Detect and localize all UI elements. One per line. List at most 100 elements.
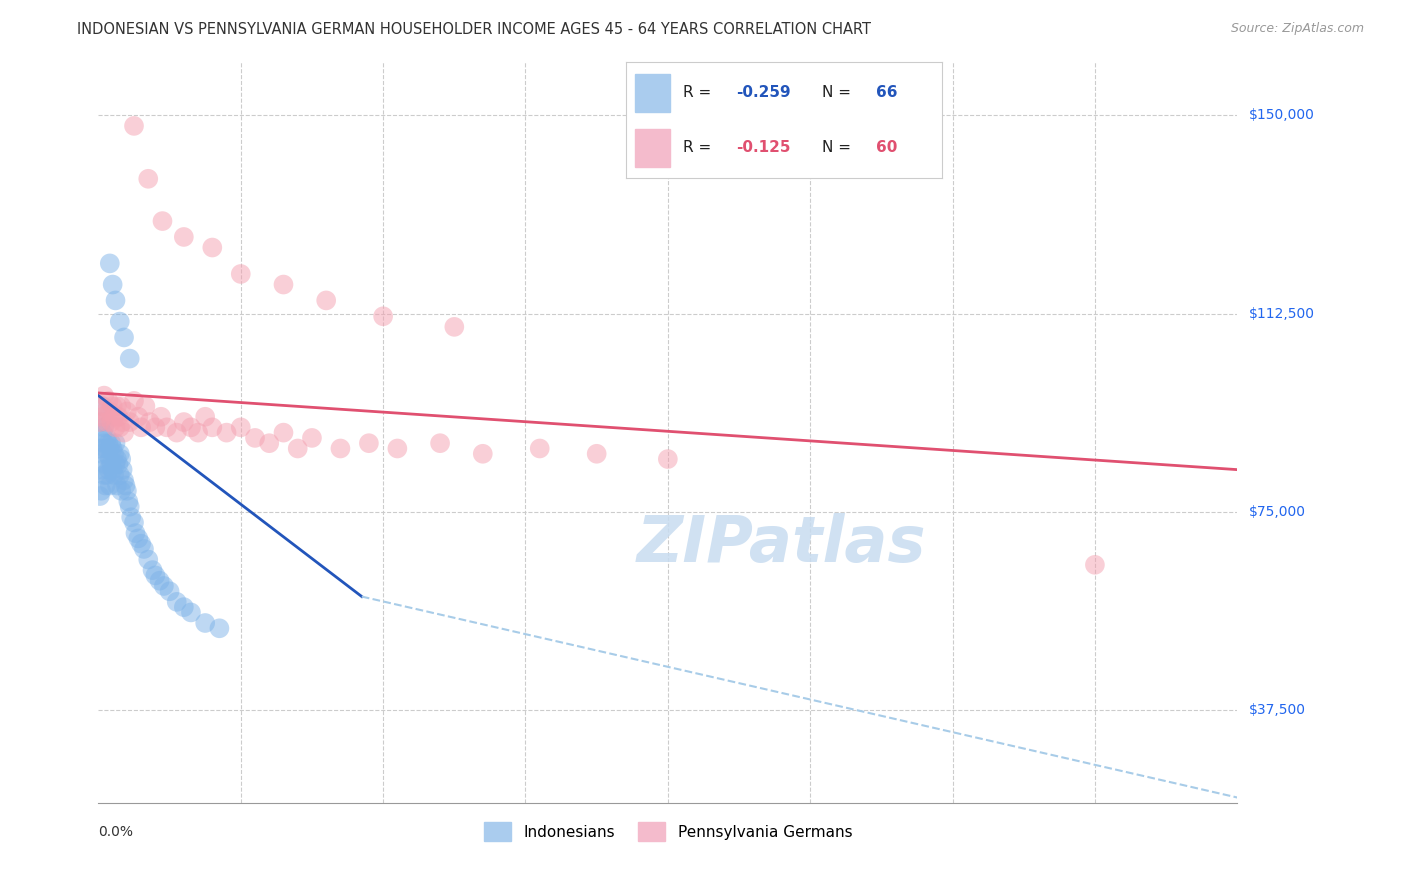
Point [208, 621, 231, 635]
Point [180, 606, 202, 620]
Point [287, 442, 309, 456]
Point [118, 415, 141, 429]
Point [152, 214, 174, 228]
Point [97, 393, 120, 408]
Point [101, 442, 124, 456]
Point [173, 600, 195, 615]
Point [273, 425, 295, 440]
Point [89, 489, 111, 503]
Point [103, 447, 125, 461]
Point [120, 510, 142, 524]
Point [91, 399, 114, 413]
Text: -0.259: -0.259 [737, 85, 792, 100]
Point [89, 442, 111, 456]
Point [159, 584, 181, 599]
Point [110, 452, 132, 467]
Point [111, 462, 134, 476]
Point [173, 415, 195, 429]
Point [103, 467, 125, 482]
Point [108, 420, 131, 434]
Point [127, 532, 149, 546]
Point [136, 552, 159, 566]
Point [103, 409, 125, 424]
Point [101, 399, 124, 413]
Point [229, 420, 252, 434]
Point [96, 447, 118, 461]
Text: 0.0%: 0.0% [98, 825, 134, 839]
Point [93, 420, 115, 434]
Point [104, 293, 127, 308]
Point [96, 415, 118, 429]
Point [111, 415, 134, 429]
Point [93, 389, 115, 403]
Point [150, 409, 173, 424]
Point [215, 425, 238, 440]
Point [166, 425, 188, 440]
Point [96, 467, 118, 482]
Point [429, 436, 451, 450]
Point [329, 442, 352, 456]
Point [104, 458, 127, 472]
Point [585, 447, 607, 461]
Point [90, 483, 112, 498]
Point [98, 478, 121, 492]
Point [112, 425, 135, 440]
Text: INDONESIAN VS PENNSYLVANIA GERMAN HOUSEHOLDER INCOME AGES 45 - 64 YEARS CORRELAT: INDONESIAN VS PENNSYLVANIA GERMAN HOUSEH… [77, 22, 872, 37]
Point [110, 483, 132, 498]
Point [100, 415, 122, 429]
Point [315, 293, 337, 308]
Point [127, 409, 149, 424]
Point [122, 393, 145, 408]
Point [443, 319, 465, 334]
Text: R =: R = [683, 140, 716, 155]
Point [108, 447, 131, 461]
Point [93, 467, 115, 482]
Point [187, 425, 209, 440]
Point [122, 119, 145, 133]
Legend: Indonesians, Pennsylvania Germans: Indonesians, Pennsylvania Germans [478, 816, 858, 847]
Point [108, 467, 131, 482]
Text: ZIPatlas: ZIPatlas [637, 513, 927, 574]
Point [1084, 558, 1107, 572]
Point [117, 494, 139, 508]
Point [107, 458, 129, 472]
Point [96, 431, 118, 445]
Point [156, 420, 179, 434]
Point [104, 420, 127, 434]
Point [112, 473, 135, 487]
Text: N =: N = [821, 85, 856, 100]
Point [105, 399, 128, 413]
Point [149, 574, 172, 588]
Point [97, 462, 120, 476]
Point [201, 240, 224, 255]
Point [93, 436, 115, 450]
Point [110, 399, 132, 413]
Point [145, 568, 167, 582]
Point [94, 404, 117, 418]
Point [145, 420, 167, 434]
Point [259, 436, 281, 450]
Point [194, 409, 217, 424]
Point [98, 442, 121, 456]
Point [122, 516, 145, 530]
FancyBboxPatch shape [636, 74, 669, 112]
Point [108, 314, 131, 328]
Text: Source: ZipAtlas.com: Source: ZipAtlas.com [1230, 22, 1364, 36]
Point [100, 458, 122, 472]
Text: N =: N = [821, 140, 856, 155]
Point [90, 447, 112, 461]
Point [136, 171, 159, 186]
Text: $37,500: $37,500 [1249, 703, 1305, 717]
Text: 66: 66 [876, 85, 897, 100]
FancyBboxPatch shape [636, 128, 669, 167]
Point [166, 595, 188, 609]
Point [115, 404, 138, 418]
Point [471, 447, 494, 461]
Point [387, 442, 409, 456]
Point [201, 420, 224, 434]
Point [114, 478, 136, 492]
Point [129, 420, 152, 434]
Point [180, 420, 202, 434]
Point [115, 483, 138, 498]
Point [173, 230, 195, 244]
